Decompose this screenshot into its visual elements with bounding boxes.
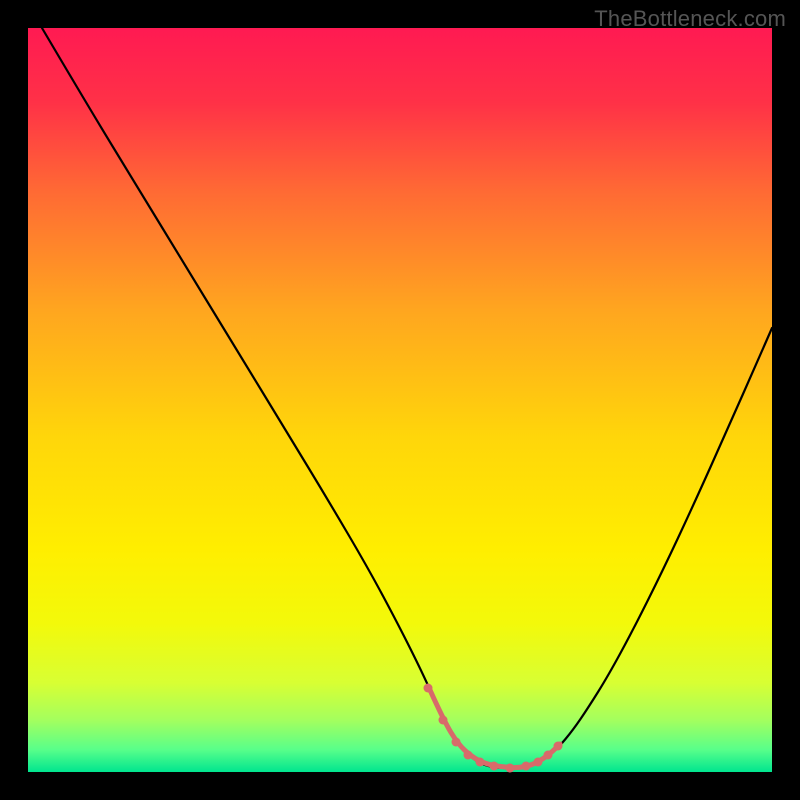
optimal-range-dot <box>439 716 448 725</box>
border-right <box>772 0 800 800</box>
optimal-range-dot <box>452 738 461 747</box>
optimal-range-dot <box>534 758 543 767</box>
figure-frame: TheBottleneck.com <box>0 0 800 800</box>
optimal-range-dot <box>490 762 499 771</box>
optimal-range-dot <box>506 764 515 773</box>
optimal-range-dot <box>522 762 531 771</box>
optimal-range-dot <box>476 758 485 767</box>
optimal-range-dot <box>424 684 433 693</box>
plot-background <box>28 28 772 772</box>
optimal-range-dot <box>554 742 563 751</box>
watermark-text: TheBottleneck.com <box>594 6 786 32</box>
figure-svg <box>0 0 800 800</box>
border-left <box>0 0 28 800</box>
optimal-range-dot <box>544 751 553 760</box>
border-bottom <box>0 772 800 800</box>
optimal-range-dot <box>464 751 473 760</box>
